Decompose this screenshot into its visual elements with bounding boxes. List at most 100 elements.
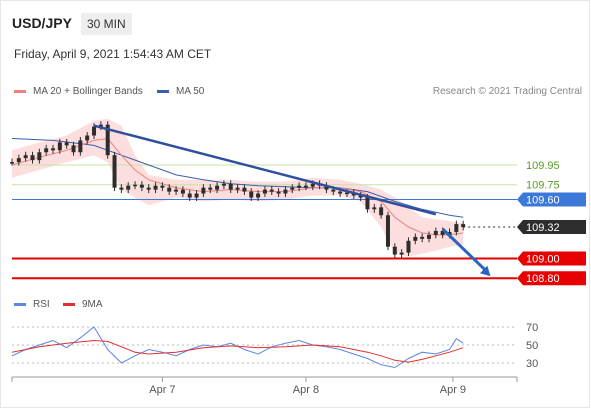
candle-body — [228, 183, 233, 190]
candle-body — [454, 224, 459, 232]
candle-body — [146, 187, 151, 190]
rsi-legend-label: RSI — [33, 299, 50, 310]
legend-ma20: MA 20 + Bollinger Bands — [14, 86, 143, 97]
ma9-legend-label: 9MA — [82, 299, 103, 310]
candle-body — [242, 187, 247, 192]
ma9-swatch — [63, 303, 75, 306]
candle-body — [119, 187, 124, 190]
timeframe-badge[interactable]: 30 MIN — [81, 13, 132, 35]
ma50-legend-label: MA 50 — [176, 86, 205, 97]
candle-body — [372, 207, 377, 210]
candle-body — [303, 185, 308, 188]
x-tick-label-Apr-7: Apr 7 — [149, 384, 175, 396]
candle-body — [187, 193, 192, 198]
level-tag-109.60 — [517, 192, 586, 207]
candle-body — [344, 192, 349, 195]
candle-body — [64, 142, 69, 146]
candle-body — [71, 145, 76, 153]
credit-label: Research © 2021 Trading Central — [432, 86, 582, 97]
candle-body — [276, 191, 281, 194]
candle-body — [201, 187, 206, 194]
candle-body — [105, 124, 110, 156]
candle-body — [133, 184, 138, 187]
candle-body — [338, 191, 343, 194]
candle-body — [365, 197, 370, 210]
level-tag-label-108.80: 108.80 — [526, 273, 560, 285]
candle-body — [331, 189, 336, 192]
candle-body — [461, 224, 466, 228]
candle-body — [126, 185, 131, 190]
candle-body — [392, 246, 397, 255]
ma20-legend-label: MA 20 + Bollinger Bands — [33, 86, 143, 97]
rsi-swatch — [14, 303, 26, 306]
rsi-ma9-line — [11, 339, 464, 363]
candle-body — [297, 185, 302, 188]
current-price-tag — [517, 220, 586, 235]
candle-body — [44, 148, 49, 153]
candle-body — [215, 185, 220, 190]
candle-body — [51, 148, 56, 151]
candle-body — [194, 193, 199, 198]
candle-body — [310, 183, 315, 187]
candle-body — [180, 189, 185, 194]
x-tick-label-Apr-9: Apr 9 — [440, 384, 466, 396]
candle-body — [221, 183, 226, 186]
trendline — [93, 124, 437, 216]
candle-body — [447, 231, 452, 235]
candle-body — [153, 185, 158, 190]
candle-body — [256, 193, 261, 198]
candle-body — [208, 187, 213, 190]
level-tag-108.80 — [517, 271, 586, 286]
ma20-swatch — [14, 90, 26, 93]
x-tick-label-Apr-8: Apr 8 — [293, 384, 319, 396]
current-price-label: 109.32 — [526, 222, 560, 234]
candle-body — [139, 184, 144, 188]
rsi-tick-50: 50 — [526, 340, 538, 352]
candle-body — [174, 189, 179, 192]
datetime-label: Friday, April 9, 2021 1:54:43 AM CET — [14, 47, 212, 61]
candle-body — [379, 207, 384, 216]
level-tag-label-109.60: 109.60 — [526, 194, 560, 206]
symbol-title: USD/JPY — [12, 15, 72, 31]
legend-ma9: 9MA — [63, 299, 103, 310]
rsi-tick-70: 70 — [526, 322, 538, 334]
candle-body — [433, 230, 438, 235]
candle-body — [30, 155, 35, 161]
candle-body — [420, 236, 425, 239]
level-tag-label-109.00: 109.00 — [526, 254, 560, 266]
candle-body — [262, 189, 267, 194]
rsi-tick-30: 30 — [526, 358, 538, 370]
legend-rsi: RSI — [14, 299, 50, 310]
candle-body — [426, 234, 431, 239]
candle-body — [160, 185, 165, 188]
candle-body — [269, 189, 274, 192]
level-label-109.75: 109.75 — [526, 180, 560, 192]
candle-body — [283, 189, 288, 194]
legend-ma50: MA 50 — [157, 86, 204, 97]
rsi-line — [11, 326, 464, 369]
candle-body — [324, 185, 329, 190]
candle-body — [37, 152, 42, 161]
candle-body — [78, 140, 83, 153]
candle-body — [406, 240, 411, 253]
forecast-arrow-shaft — [441, 227, 488, 273]
candle-body — [16, 158, 21, 163]
candle-body — [85, 135, 90, 141]
candle-body — [399, 252, 404, 255]
candle-body — [167, 187, 172, 192]
candle-body — [235, 187, 240, 190]
candle-body — [57, 142, 62, 151]
candle-body — [358, 195, 363, 198]
forecast-arrow-head — [479, 265, 491, 277]
candle-body — [23, 155, 28, 159]
candle-body — [112, 155, 117, 188]
candle-body — [10, 162, 14, 164]
candle-body — [290, 187, 295, 190]
candle-body — [385, 215, 390, 247]
candle-body — [440, 230, 445, 235]
level-tag-109.00 — [517, 251, 586, 266]
candle-body — [413, 236, 418, 241]
ma50-swatch — [157, 90, 169, 93]
candle-body — [98, 124, 103, 127]
